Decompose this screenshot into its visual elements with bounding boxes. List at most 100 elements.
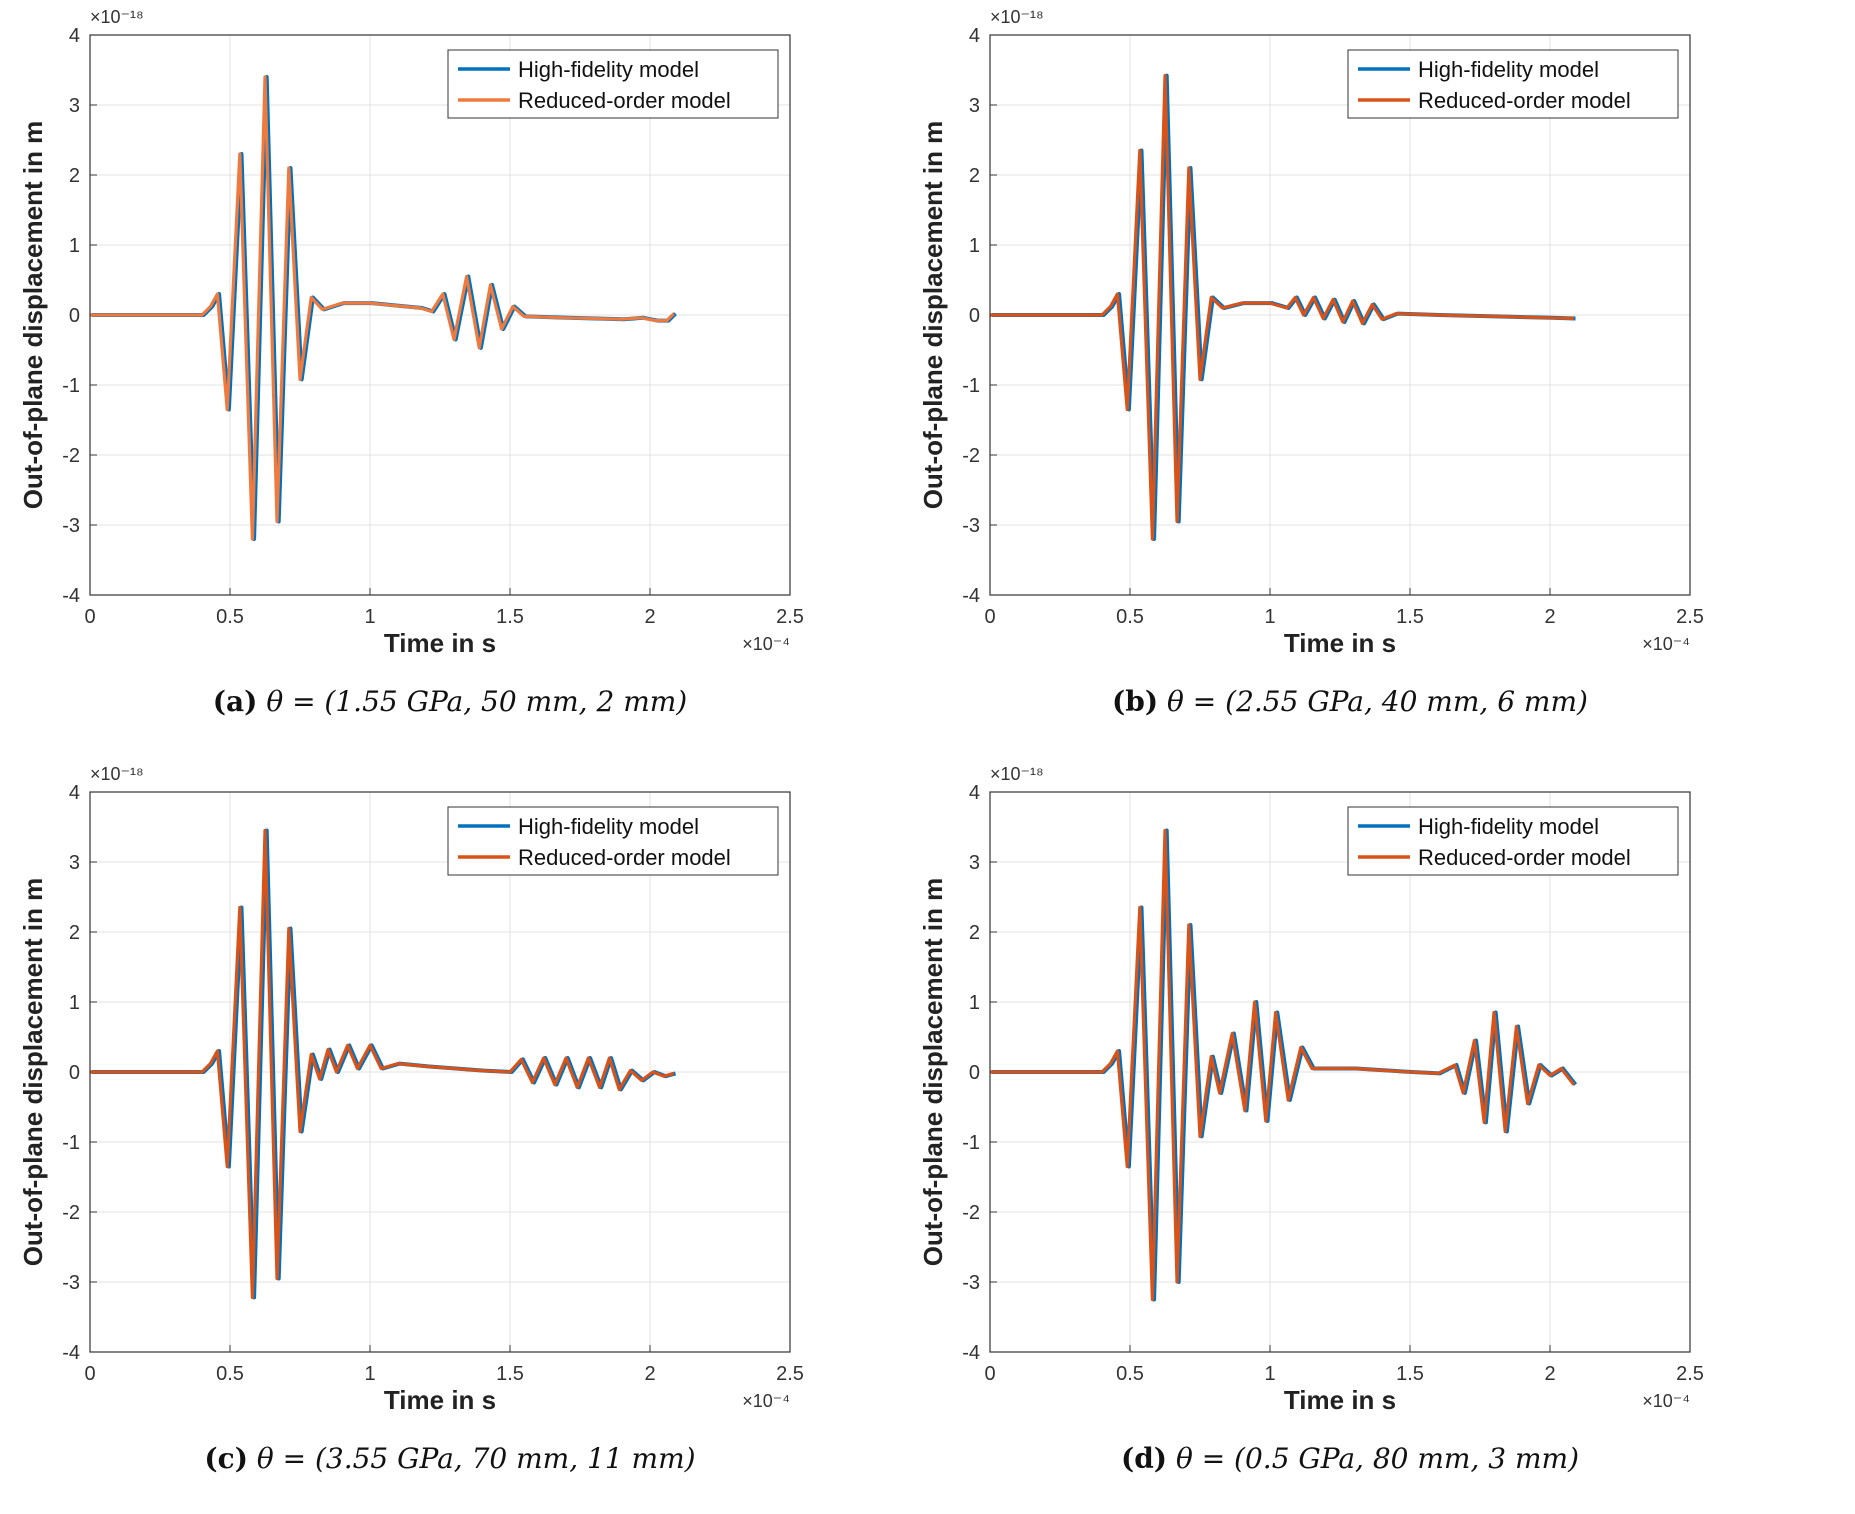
x-axis-label: Time in s [384, 628, 496, 658]
subplot-a: 0 0.5 1 1.5 2 2.5 4 3 2 1 0 -1 -2 -3 -4 ×10⁻¹⁸ ×10⁻⁴ Time… [0, 0, 900, 757]
series-line-reduced-order [990, 828, 1576, 1302]
caption-label-b: (b) [1112, 685, 1159, 718]
caption-c: (c) θ = (3.55 GPa, 70 mm, 11 mm) [0, 1442, 900, 1475]
y-tick-label: 0 [969, 1062, 980, 1084]
y-tick-label: 4 [69, 782, 80, 804]
axes-frame [89, 791, 791, 1353]
y-tick-label: -1 [62, 375, 80, 397]
y-tick-label: -2 [62, 445, 80, 467]
x-tick-label: 2.5 [776, 1363, 804, 1385]
y-tick-label: 2 [69, 922, 80, 944]
x-tick-label: 1.5 [1396, 606, 1424, 628]
caption-param-c: θ = (3.55 GPa, 70 mm, 11 mm) [256, 1442, 696, 1475]
y-tick-label: 2 [969, 922, 980, 944]
axes-frame [989, 791, 1691, 1353]
x-axis-label: Time in s [1284, 628, 1396, 658]
caption-d: (d) θ = (0.5 GPa, 80 mm, 3 mm) [900, 1442, 1800, 1475]
y-axis-label: Out-of-plane displacement in m [18, 878, 48, 1267]
y-tick-label: -3 [62, 1272, 80, 1294]
y-exponent-label: ×10⁻¹⁸ [90, 764, 144, 784]
x-tick-label: 0 [84, 1363, 95, 1385]
caption-label-a: (a) [212, 685, 258, 718]
x-exponent-label: ×10⁻⁴ [742, 634, 790, 654]
y-axis-label: Out-of-plane displacement in m [918, 121, 948, 510]
x-tick-label: 2.5 [776, 606, 804, 628]
y-tick-label: -2 [962, 445, 980, 467]
x-axis-label: Time in s [1284, 1385, 1396, 1415]
x-tick-label: 1 [364, 1363, 375, 1385]
y-tick-label: -3 [962, 1272, 980, 1294]
x-tick-label: 2 [644, 606, 655, 628]
caption-b: (b) θ = (2.55 GPa, 40 mm, 6 mm) [900, 685, 1800, 718]
y-tick-label: 1 [969, 235, 980, 257]
x-exponent-label: ×10⁻⁴ [742, 1391, 790, 1411]
y-tick-label: -4 [962, 1342, 980, 1364]
legend-entry-label: High-fidelity model [1418, 814, 1599, 839]
x-exponent-label: ×10⁻⁴ [1642, 1391, 1690, 1411]
chart-c: 0 0.5 1 1.5 2 2.5 4 3 2 1 0 -1 -2 -3 -4 ×10⁻¹⁸ ×10⁻⁴ Time… [18, 764, 804, 1415]
x-tick-label: 1.5 [496, 1363, 524, 1385]
legend-entry-label: High-fidelity model [518, 57, 699, 82]
series-line-high-fidelity [991, 828, 1578, 1302]
y-tick-label: 4 [969, 782, 980, 804]
x-tick-label: 1.5 [496, 606, 524, 628]
legend-entry-label: Reduced-order model [1418, 845, 1631, 870]
legend-box [447, 49, 779, 119]
y-axis-label: Out-of-plane displacement in m [18, 121, 48, 510]
x-tick-label: 1.5 [1396, 1363, 1424, 1385]
x-tick-label: 2.5 [1676, 606, 1704, 628]
x-tick-label: 0.5 [1116, 1363, 1144, 1385]
chart-a: 0 0.5 1 1.5 2 2.5 4 3 2 1 0 -1 -2 -3 -4 ×10⁻¹⁸ ×10⁻⁴ Time… [18, 7, 804, 658]
y-tick-label: 3 [969, 95, 980, 117]
subplot-d: 0 0.5 1 1.5 2 2.5 4 3 2 1 0 -1 -2 -3 -4 ×10⁻¹⁸ ×10⁻⁴ Time… [900, 757, 1800, 1514]
y-tick-label: 4 [969, 25, 980, 47]
caption-label-d: (d) [1120, 1442, 1168, 1475]
y-tick-label: -4 [962, 585, 980, 607]
x-axis-label: Time in s [384, 1385, 496, 1415]
y-exponent-label: ×10⁻¹⁸ [990, 764, 1044, 784]
y-tick-label: 3 [69, 95, 80, 117]
legend-entry-label: Reduced-order model [518, 88, 731, 113]
y-tick-label: 3 [69, 852, 80, 874]
caption-param-a: θ = (1.55 GPa, 50 mm, 2 mm) [266, 685, 688, 718]
legend-box [1347, 806, 1679, 876]
legend-box [1347, 49, 1679, 119]
series-line-reduced-order [90, 828, 675, 1299]
y-tick-label: -4 [62, 585, 80, 607]
x-tick-label: 0.5 [216, 606, 244, 628]
y-exponent-label: ×10⁻¹⁸ [990, 7, 1044, 27]
y-tick-label: 1 [969, 992, 980, 1014]
y-tick-label: 0 [69, 1062, 80, 1084]
x-tick-label: 2.5 [1676, 1363, 1704, 1385]
x-tick-label: 0.5 [216, 1363, 244, 1385]
x-exponent-label: ×10⁻⁴ [1642, 634, 1690, 654]
x-tick-label: 1 [1264, 606, 1275, 628]
caption-a: (a) θ = (1.55 GPa, 50 mm, 2 mm) [0, 685, 900, 718]
x-tick-label: 0 [984, 606, 995, 628]
y-exponent-label: ×10⁻¹⁸ [90, 7, 144, 27]
y-tick-label: -1 [62, 1132, 80, 1154]
x-tick-label: 0.5 [1116, 606, 1144, 628]
y-tick-label: -1 [962, 375, 980, 397]
y-tick-label: 1 [69, 235, 80, 257]
chart-b: 0 0.5 1 1.5 2 2.5 4 3 2 1 0 -1 -2 -3 -4 ×10⁻¹⁸ ×10⁻⁴ Time… [918, 7, 1704, 658]
caption-param-d: θ = (0.5 GPa, 80 mm, 3 mm) [1175, 1442, 1580, 1475]
series-line-reduced-order [990, 74, 1574, 541]
x-tick-label: 0 [984, 1363, 995, 1385]
y-tick-label: 2 [969, 165, 980, 187]
x-tick-label: 2 [1544, 606, 1555, 628]
legend-entry-label: High-fidelity model [518, 814, 699, 839]
y-axis-label: Out-of-plane displacement in m [918, 878, 948, 1267]
y-tick-label: -3 [62, 515, 80, 537]
legend-box [447, 806, 779, 876]
x-tick-label: 2 [1544, 1363, 1555, 1385]
y-tick-label: 1 [69, 992, 80, 1014]
axes-frame [989, 34, 1691, 596]
y-tick-label: -2 [62, 1202, 80, 1224]
y-tick-label: 0 [69, 305, 80, 327]
y-tick-label: 0 [969, 305, 980, 327]
y-tick-label: -2 [962, 1202, 980, 1224]
y-tick-label: -1 [962, 1132, 980, 1154]
x-tick-label: 1 [364, 606, 375, 628]
series-line-reduced-order [90, 75, 675, 541]
